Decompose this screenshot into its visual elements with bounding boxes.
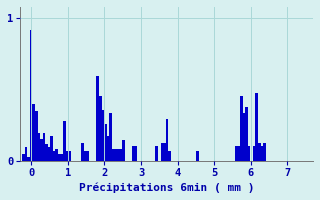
Bar — [120, 149, 122, 161]
Bar — [112, 149, 115, 161]
Bar — [258, 143, 260, 161]
X-axis label: Précipitations 6min ( mm ): Précipitations 6min ( mm ) — [79, 183, 254, 193]
Bar — [109, 113, 112, 161]
Bar — [97, 76, 99, 161]
Bar — [27, 157, 30, 161]
Bar — [240, 96, 243, 161]
Bar — [132, 146, 135, 161]
Bar — [115, 149, 117, 161]
Bar — [248, 146, 250, 161]
Bar — [50, 136, 53, 161]
Bar — [135, 146, 138, 161]
Bar — [66, 151, 68, 161]
Bar — [161, 143, 163, 161]
Bar — [22, 154, 25, 161]
Bar — [168, 151, 171, 161]
Bar — [156, 146, 158, 161]
Bar — [253, 146, 255, 161]
Bar — [255, 93, 258, 161]
Bar — [245, 107, 248, 161]
Bar — [86, 151, 89, 161]
Bar — [81, 143, 84, 161]
Bar — [35, 111, 37, 161]
Bar — [84, 151, 86, 161]
Bar — [43, 133, 45, 161]
Bar — [40, 139, 43, 161]
Bar — [196, 151, 199, 161]
Bar — [63, 121, 66, 161]
Bar — [60, 154, 63, 161]
Bar — [163, 143, 166, 161]
Bar — [104, 124, 107, 161]
Bar — [32, 104, 35, 161]
Bar — [107, 136, 109, 161]
Bar — [48, 147, 50, 161]
Bar — [45, 144, 48, 161]
Bar — [99, 96, 102, 161]
Bar — [58, 154, 60, 161]
Bar — [260, 146, 263, 161]
Bar — [237, 146, 240, 161]
Bar — [243, 113, 245, 161]
Bar — [102, 110, 104, 161]
Bar — [37, 133, 40, 161]
Bar — [68, 151, 71, 161]
Bar — [166, 119, 168, 161]
Bar — [25, 147, 27, 161]
Bar — [263, 143, 266, 161]
Bar — [30, 30, 32, 161]
Bar — [53, 151, 55, 161]
Bar — [55, 149, 58, 161]
Bar — [122, 140, 125, 161]
Bar — [117, 149, 120, 161]
Bar — [235, 146, 237, 161]
